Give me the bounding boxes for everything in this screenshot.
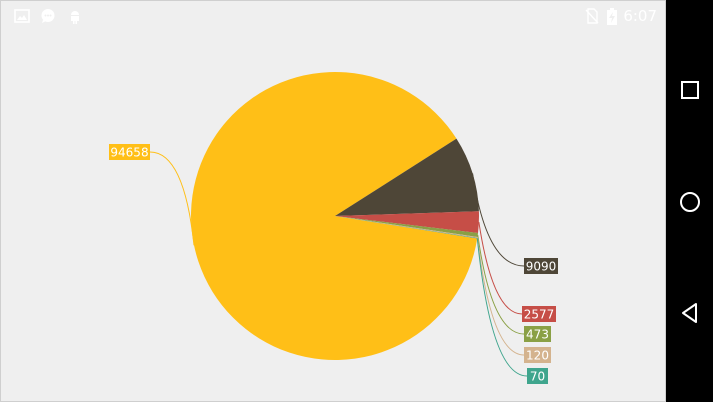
leader-line-70 bbox=[476, 238, 528, 377]
data-label-120: 120 bbox=[524, 347, 551, 363]
pie-slice-473 bbox=[335, 216, 478, 237]
chat-icon bbox=[41, 9, 55, 23]
data-label-box bbox=[109, 144, 150, 160]
data-label-box bbox=[524, 326, 551, 342]
leader-line-120 bbox=[476, 237, 525, 356]
leader-line-473 bbox=[477, 234, 525, 335]
data-label-box bbox=[522, 306, 556, 322]
data-label-text: 473 bbox=[526, 328, 549, 342]
pie-slice-9090 bbox=[335, 138, 479, 216]
status-time: 6:07 bbox=[623, 7, 657, 25]
data-label-text: 120 bbox=[526, 349, 549, 363]
data-label-94658: 94658 bbox=[109, 144, 150, 160]
data-label-box bbox=[524, 258, 558, 274]
home-circle-icon bbox=[679, 192, 700, 212]
data-label-2577: 2577 bbox=[522, 306, 556, 322]
home-button[interactable] bbox=[666, 182, 713, 222]
pie-slice-120 bbox=[335, 216, 478, 238]
data-label-text: 94658 bbox=[110, 146, 148, 160]
back-button[interactable] bbox=[666, 293, 713, 333]
leader-line-2577 bbox=[478, 222, 523, 315]
back-triangle-icon bbox=[681, 303, 697, 323]
pie-slice-94658 bbox=[190, 72, 478, 361]
data-label-text: 9090 bbox=[526, 260, 557, 274]
data-label-text: 2577 bbox=[524, 308, 555, 322]
pie-chart: 94658 9090 2577 473 120 70 bbox=[109, 72, 558, 384]
android-icon bbox=[71, 11, 79, 24]
navigation-bar bbox=[666, 0, 713, 402]
image-icon bbox=[14, 9, 30, 23]
data-label-text: 70 bbox=[530, 370, 545, 384]
data-label-box bbox=[524, 347, 551, 363]
data-label-70: 70 bbox=[527, 368, 548, 384]
leader-line-94658 bbox=[149, 151, 195, 246]
data-label-473: 473 bbox=[524, 326, 551, 342]
data-label-9090: 9090 bbox=[524, 258, 558, 274]
recents-button[interactable] bbox=[666, 70, 713, 110]
battery-charging-icon bbox=[607, 8, 617, 25]
pie-slice-2577 bbox=[335, 211, 480, 233]
no-sim-icon bbox=[585, 8, 599, 24]
recents-square-icon bbox=[680, 81, 699, 99]
pie-slice-70 bbox=[335, 216, 478, 239]
leader-line-9090 bbox=[472, 173, 525, 267]
app-screen: 6:07 94658 9090 2577 473 120 70 bbox=[0, 0, 666, 402]
status-bar: 6:07 bbox=[1, 1, 667, 31]
data-label-box bbox=[527, 368, 548, 384]
